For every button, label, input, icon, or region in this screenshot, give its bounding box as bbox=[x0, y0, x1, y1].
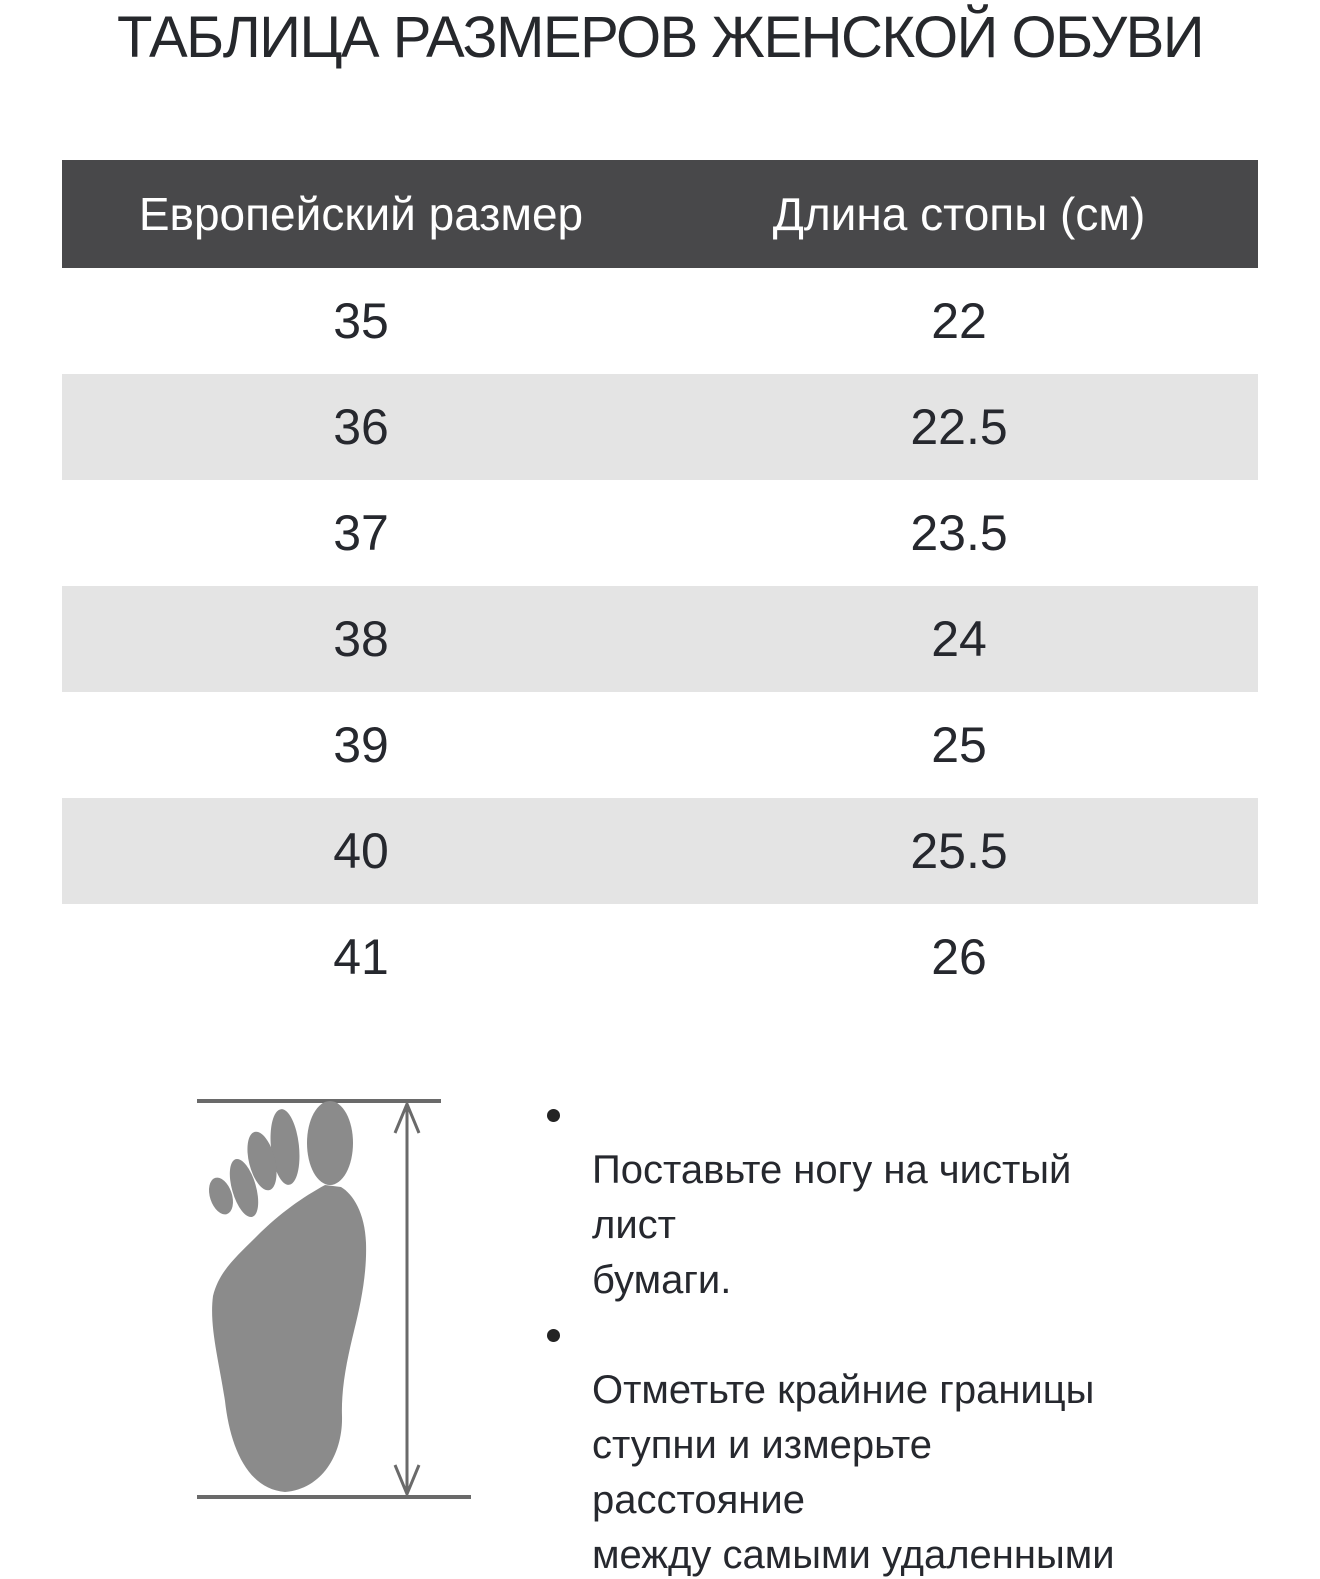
column-header-size: Европейский размер bbox=[138, 188, 584, 240]
size-cell: 38 bbox=[333, 611, 389, 667]
table-row: 36 22.5 bbox=[62, 374, 1258, 480]
instruction-text: Отметьте крайние границы ступни и измерь… bbox=[592, 1368, 1115, 1577]
list-item: Отметьте крайние границы ступни и измерь… bbox=[545, 1308, 1130, 1579]
table-row: 39 25 bbox=[62, 692, 1258, 798]
length-cell: 26 bbox=[931, 929, 987, 985]
measurement-instructions: Поставьте ногу на чистый лист бумаги. От… bbox=[545, 1088, 1130, 1579]
length-cell: 22.5 bbox=[910, 399, 1008, 455]
page-title: ТАБЛИЦА РАЗМЕРОВ ЖЕНСКОЙ ОБУВИ bbox=[116, 5, 1205, 70]
length-cell: 22 bbox=[931, 293, 987, 349]
size-cell: 40 bbox=[333, 823, 389, 879]
size-cell: 35 bbox=[333, 293, 389, 349]
size-cell: 36 bbox=[333, 399, 389, 455]
length-cell: 25.5 bbox=[910, 823, 1008, 879]
column-header-length: Длина стопы (см) bbox=[772, 188, 1146, 240]
bullet-icon bbox=[547, 1109, 560, 1122]
table-row: 37 23.5 bbox=[62, 480, 1258, 586]
table-row: 38 24 bbox=[62, 586, 1258, 692]
table-row: 35 22 bbox=[62, 268, 1258, 374]
measure-arrow-icon bbox=[393, 1100, 421, 1498]
length-cell: 25 bbox=[931, 717, 987, 773]
foot-print-shape bbox=[209, 1101, 367, 1492]
table-row: 40 25.5 bbox=[62, 798, 1258, 904]
foot-silhouette-icon bbox=[197, 1099, 471, 1499]
length-cell: 24 bbox=[931, 611, 987, 667]
instruction-text: Поставьте ногу на чистый лист бумаги. bbox=[592, 1148, 1072, 1302]
length-cell: 23.5 bbox=[910, 505, 1008, 561]
size-cell: 41 bbox=[333, 929, 389, 985]
size-table: Европейский размер Длина стопы (см) 35 2… bbox=[62, 160, 1258, 1010]
size-cell: 37 bbox=[333, 505, 389, 561]
foot-measurement-figure bbox=[185, 1091, 481, 1509]
size-cell: 39 bbox=[333, 717, 389, 773]
table-header-row: Европейский размер Длина стопы (см) bbox=[62, 160, 1258, 268]
bullet-icon bbox=[547, 1329, 560, 1342]
list-item: Поставьте ногу на чистый лист бумаги. bbox=[545, 1088, 1130, 1308]
table-row: 41 26 bbox=[62, 904, 1258, 1010]
